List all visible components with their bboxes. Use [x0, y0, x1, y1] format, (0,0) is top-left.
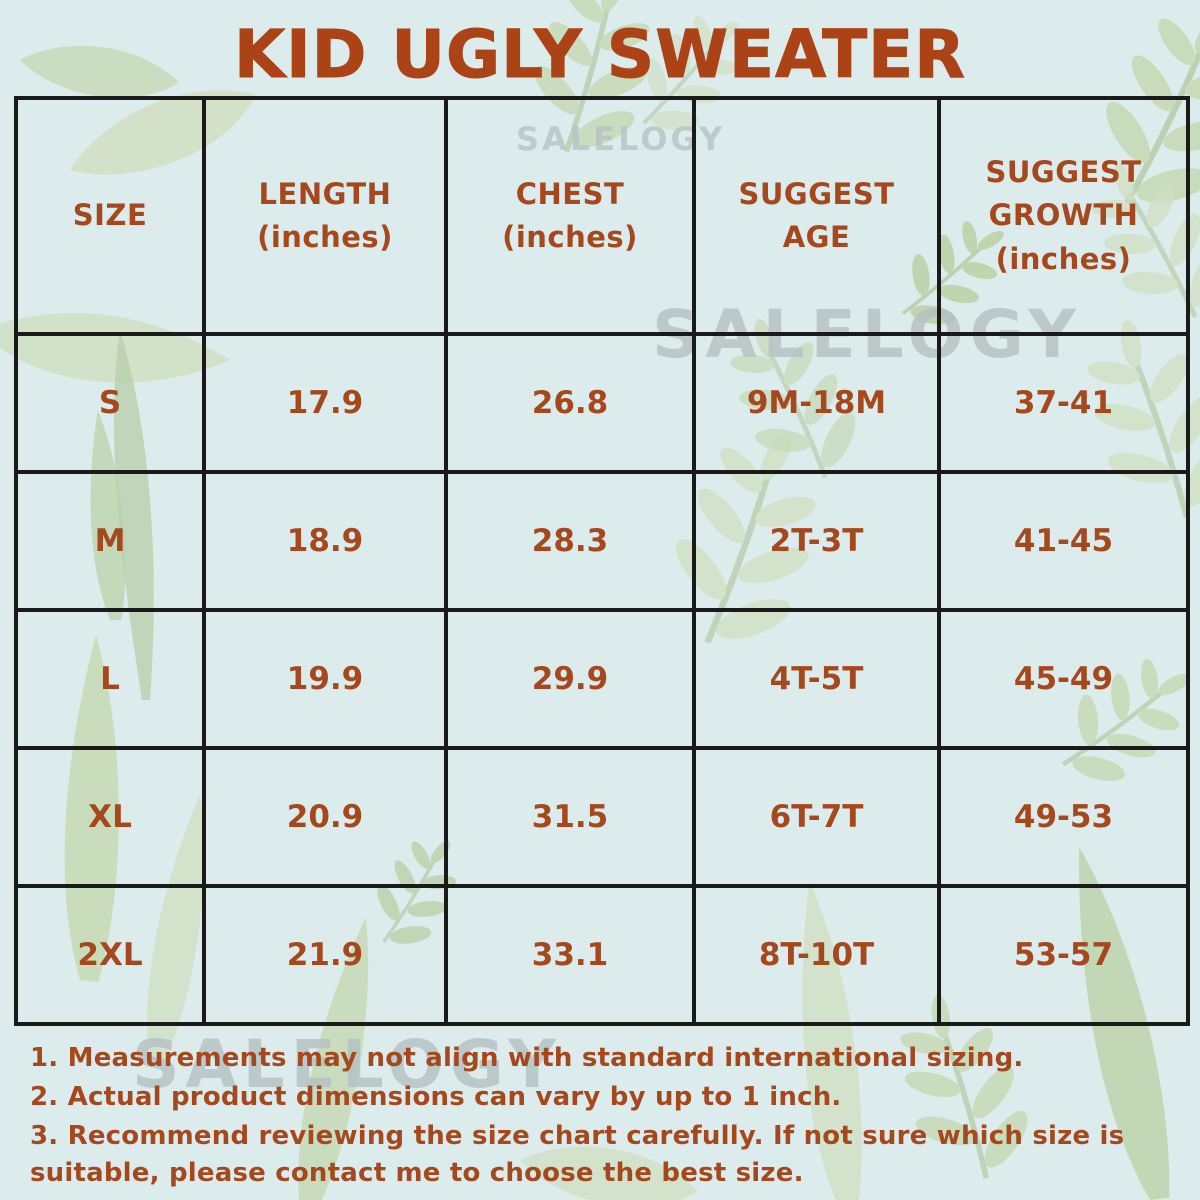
- cell-chest: 33.1: [444, 884, 696, 1026]
- col-header-size: SIZE: [14, 96, 206, 336]
- table-row-2xl: 2XL 21.9 33.1 8T-10T 53-57: [14, 884, 1190, 1026]
- cell-size: S: [14, 332, 206, 474]
- cell-chest: 26.8: [444, 332, 696, 474]
- cell-suggest-growth: 53-57: [937, 884, 1190, 1026]
- col-header-suggest-growth: SUGGEST GROWTH (inches): [937, 96, 1190, 336]
- page-title: KID UGLY SWEATER: [233, 16, 967, 94]
- table-header-row: SIZE LENGTH (inches) CHEST (inches) SUGG…: [14, 96, 1190, 336]
- cell-suggest-growth: 37-41: [937, 332, 1190, 474]
- table-row-s: S 17.9 26.8 9M-18M 37-41: [14, 332, 1190, 474]
- table-row-m: M 18.9 28.3 2T-3T 41-45: [14, 470, 1190, 612]
- cell-length: 17.9: [202, 332, 448, 474]
- cell-size: L: [14, 608, 206, 750]
- cell-suggest-age: 4T-5T: [692, 608, 941, 750]
- table-row-xl: XL 20.9 31.5 6T-7T 49-53: [14, 746, 1190, 888]
- cell-chest: 28.3: [444, 470, 696, 612]
- cell-suggest-age: 9M-18M: [692, 332, 941, 474]
- col-header-chest: CHEST (inches): [444, 96, 696, 336]
- col-header-length: LENGTH (inches): [202, 96, 448, 336]
- cell-length: 18.9: [202, 470, 448, 612]
- cell-chest: 29.9: [444, 608, 696, 750]
- col-header-suggest-age: SUGGEST AGE: [692, 96, 941, 336]
- cell-size: XL: [14, 746, 206, 888]
- cell-suggest-age: 6T-7T: [692, 746, 941, 888]
- cell-length: 19.9: [202, 608, 448, 750]
- note-2: 2. Actual product dimensions can vary by…: [30, 1081, 842, 1112]
- cell-suggest-age: 8T-10T: [692, 884, 941, 1026]
- cell-size: M: [14, 470, 206, 612]
- cell-chest: 31.5: [444, 746, 696, 888]
- cell-size: 2XL: [14, 884, 206, 1026]
- cell-length: 20.9: [202, 746, 448, 888]
- note-3: 3. Recommend reviewing the size chart ca…: [30, 1120, 1125, 1188]
- cell-length: 21.9: [202, 884, 448, 1026]
- cell-suggest-growth: 41-45: [937, 470, 1190, 612]
- watermark-bottom: SALELOGY: [132, 1026, 563, 1103]
- table-row-l: L 19.9 29.9 4T-5T 45-49: [14, 608, 1190, 750]
- sizing-notes: 1. Measurements may not align with stand…: [30, 1040, 1180, 1194]
- cell-suggest-growth: 45-49: [937, 608, 1190, 750]
- cell-suggest-growth: 49-53: [937, 746, 1190, 888]
- cell-suggest-age: 2T-3T: [692, 470, 941, 612]
- note-1: 1. Measurements may not align with stand…: [30, 1043, 1024, 1073]
- size-table: SIZE LENGTH (inches) CHEST (inches) SUGG…: [14, 96, 1190, 1026]
